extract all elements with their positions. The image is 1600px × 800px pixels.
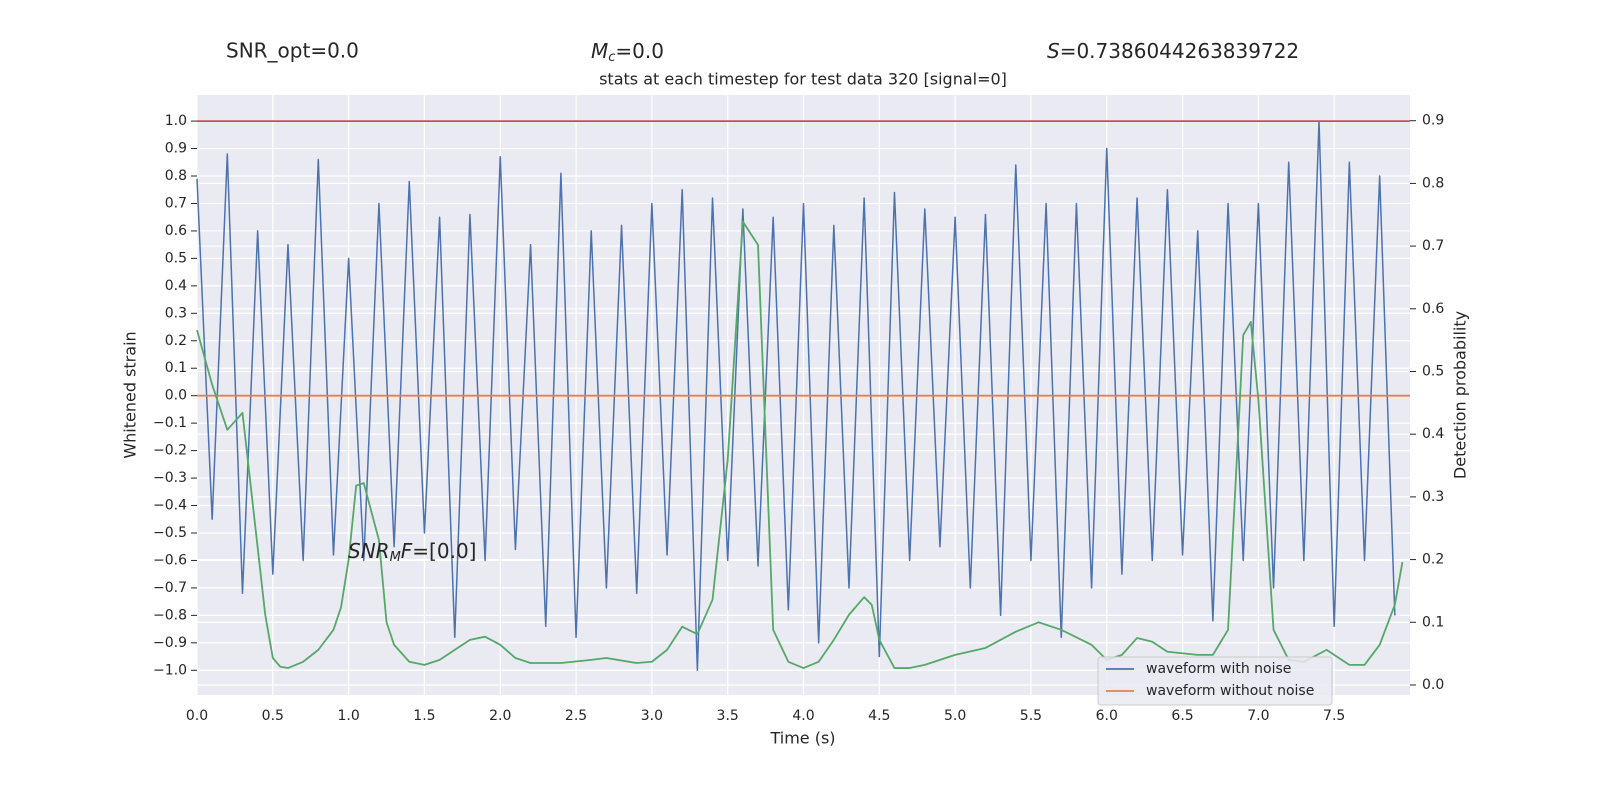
series-line	[196, 220, 1404, 669]
annotation-part: M	[390, 550, 401, 565]
annotation-part: SNR	[348, 539, 390, 563]
x-tick-label: 0.0	[186, 708, 208, 724]
y-tick-label: 0.0	[165, 388, 187, 404]
y2-axis-label: Detection probability	[1451, 311, 1470, 479]
y2-tick-label: 0.5	[1422, 363, 1444, 379]
y-tick-label: 0.3	[165, 305, 187, 321]
y2-tick-label: 0.8	[1422, 175, 1444, 191]
y2-tick-label: 0.0	[1422, 677, 1444, 693]
x-tick-label: 3.0	[641, 708, 663, 724]
x-tick-label: 0.5	[262, 708, 284, 724]
x-tick-label: 6.0	[1096, 708, 1118, 724]
y-tick-label: −0.8	[153, 607, 187, 623]
y-tick-label: −0.4	[153, 498, 187, 514]
annotation-part: =0.0	[615, 39, 664, 63]
y2-tick-label: 0.3	[1422, 489, 1444, 505]
y-tick-label: −0.6	[153, 552, 187, 568]
x-tick-label: 4.0	[792, 708, 814, 724]
y2-tick-label: 0.4	[1422, 426, 1444, 442]
y-tick-label: 0.2	[165, 333, 187, 349]
annotation: SNR_opt=0.0	[226, 39, 359, 63]
y-tick-label: 0.8	[165, 168, 187, 184]
annotation-part: =[0.0]	[412, 539, 476, 563]
x-tick-label: 1.0	[337, 708, 359, 724]
legend: waveform with noise waveform without nois…	[1097, 656, 1333, 706]
x-tick-label: 2.5	[565, 708, 587, 724]
legend-box	[1097, 656, 1333, 706]
y2-tick-label: 0.9	[1422, 113, 1444, 129]
marks	[196, 120, 1410, 672]
y-tick-label: 1.0	[165, 113, 187, 129]
x-tick-label: 3.5	[717, 708, 739, 724]
annotation-part: M	[591, 39, 608, 63]
y-tick-label: −1.0	[153, 662, 187, 678]
chart-title: stats at each timestep for test data 320…	[599, 70, 1007, 89]
y-tick-label: 0.1	[165, 360, 187, 376]
y-tick-label: 0.9	[165, 141, 187, 157]
annotation-part: =0.7386044263839722	[1060, 39, 1299, 63]
x-tick-label: 1.5	[413, 708, 435, 724]
y-tick-label: 0.6	[165, 223, 187, 239]
annotation-part: S	[1047, 39, 1060, 63]
x-tick-label: 2.0	[489, 708, 511, 724]
annotation: SNRMF=[0.0]	[348, 539, 476, 565]
annotation-part: F	[401, 539, 413, 563]
legend-label: waveform with noise	[1146, 661, 1291, 677]
series-line	[196, 120, 1396, 672]
x-tick-label: 5.5	[1020, 708, 1042, 724]
y2-tick-label: 0.6	[1422, 301, 1444, 317]
y-tick-label: −0.9	[153, 635, 187, 651]
y-tick-label: −0.3	[153, 470, 187, 486]
y-tick-label: −0.7	[153, 580, 187, 596]
annotation: Mc=0.0	[591, 39, 664, 65]
annotation: S=0.7386044263839722	[1047, 39, 1299, 63]
y2-tick-label: 0.2	[1422, 552, 1444, 568]
y2-tick-label: 0.7	[1422, 238, 1444, 254]
x-axis-label: Time (s)	[769, 729, 835, 748]
annotation-part: c	[608, 50, 615, 65]
x-tick-label: 5.0	[944, 708, 966, 724]
x-tick-label: 7.5	[1323, 708, 1345, 724]
y2-tick-label: 0.1	[1422, 614, 1444, 630]
y-tick-label: −0.2	[153, 443, 187, 459]
x-tick-label: 4.5	[868, 708, 890, 724]
y-tick-label: −0.1	[153, 415, 187, 431]
y-tick-label: 0.4	[165, 278, 187, 294]
x-tick-label: 6.5	[1171, 708, 1193, 724]
y-axis-label: Whitened strain	[121, 331, 140, 458]
legend-label: waveform without noise	[1146, 683, 1314, 699]
y-tick-label: −0.5	[153, 525, 187, 541]
y-tick-label: 0.5	[165, 250, 187, 266]
y-tick-label: 0.7	[165, 195, 187, 211]
labels: 0.0 0.5 1.0 1.5 2.0 2.5 3.0 3.5 4.0 4.5 5.0 5.5 6.0 6…	[153, 113, 1444, 724]
x-tick-label: 7.0	[1247, 708, 1269, 724]
